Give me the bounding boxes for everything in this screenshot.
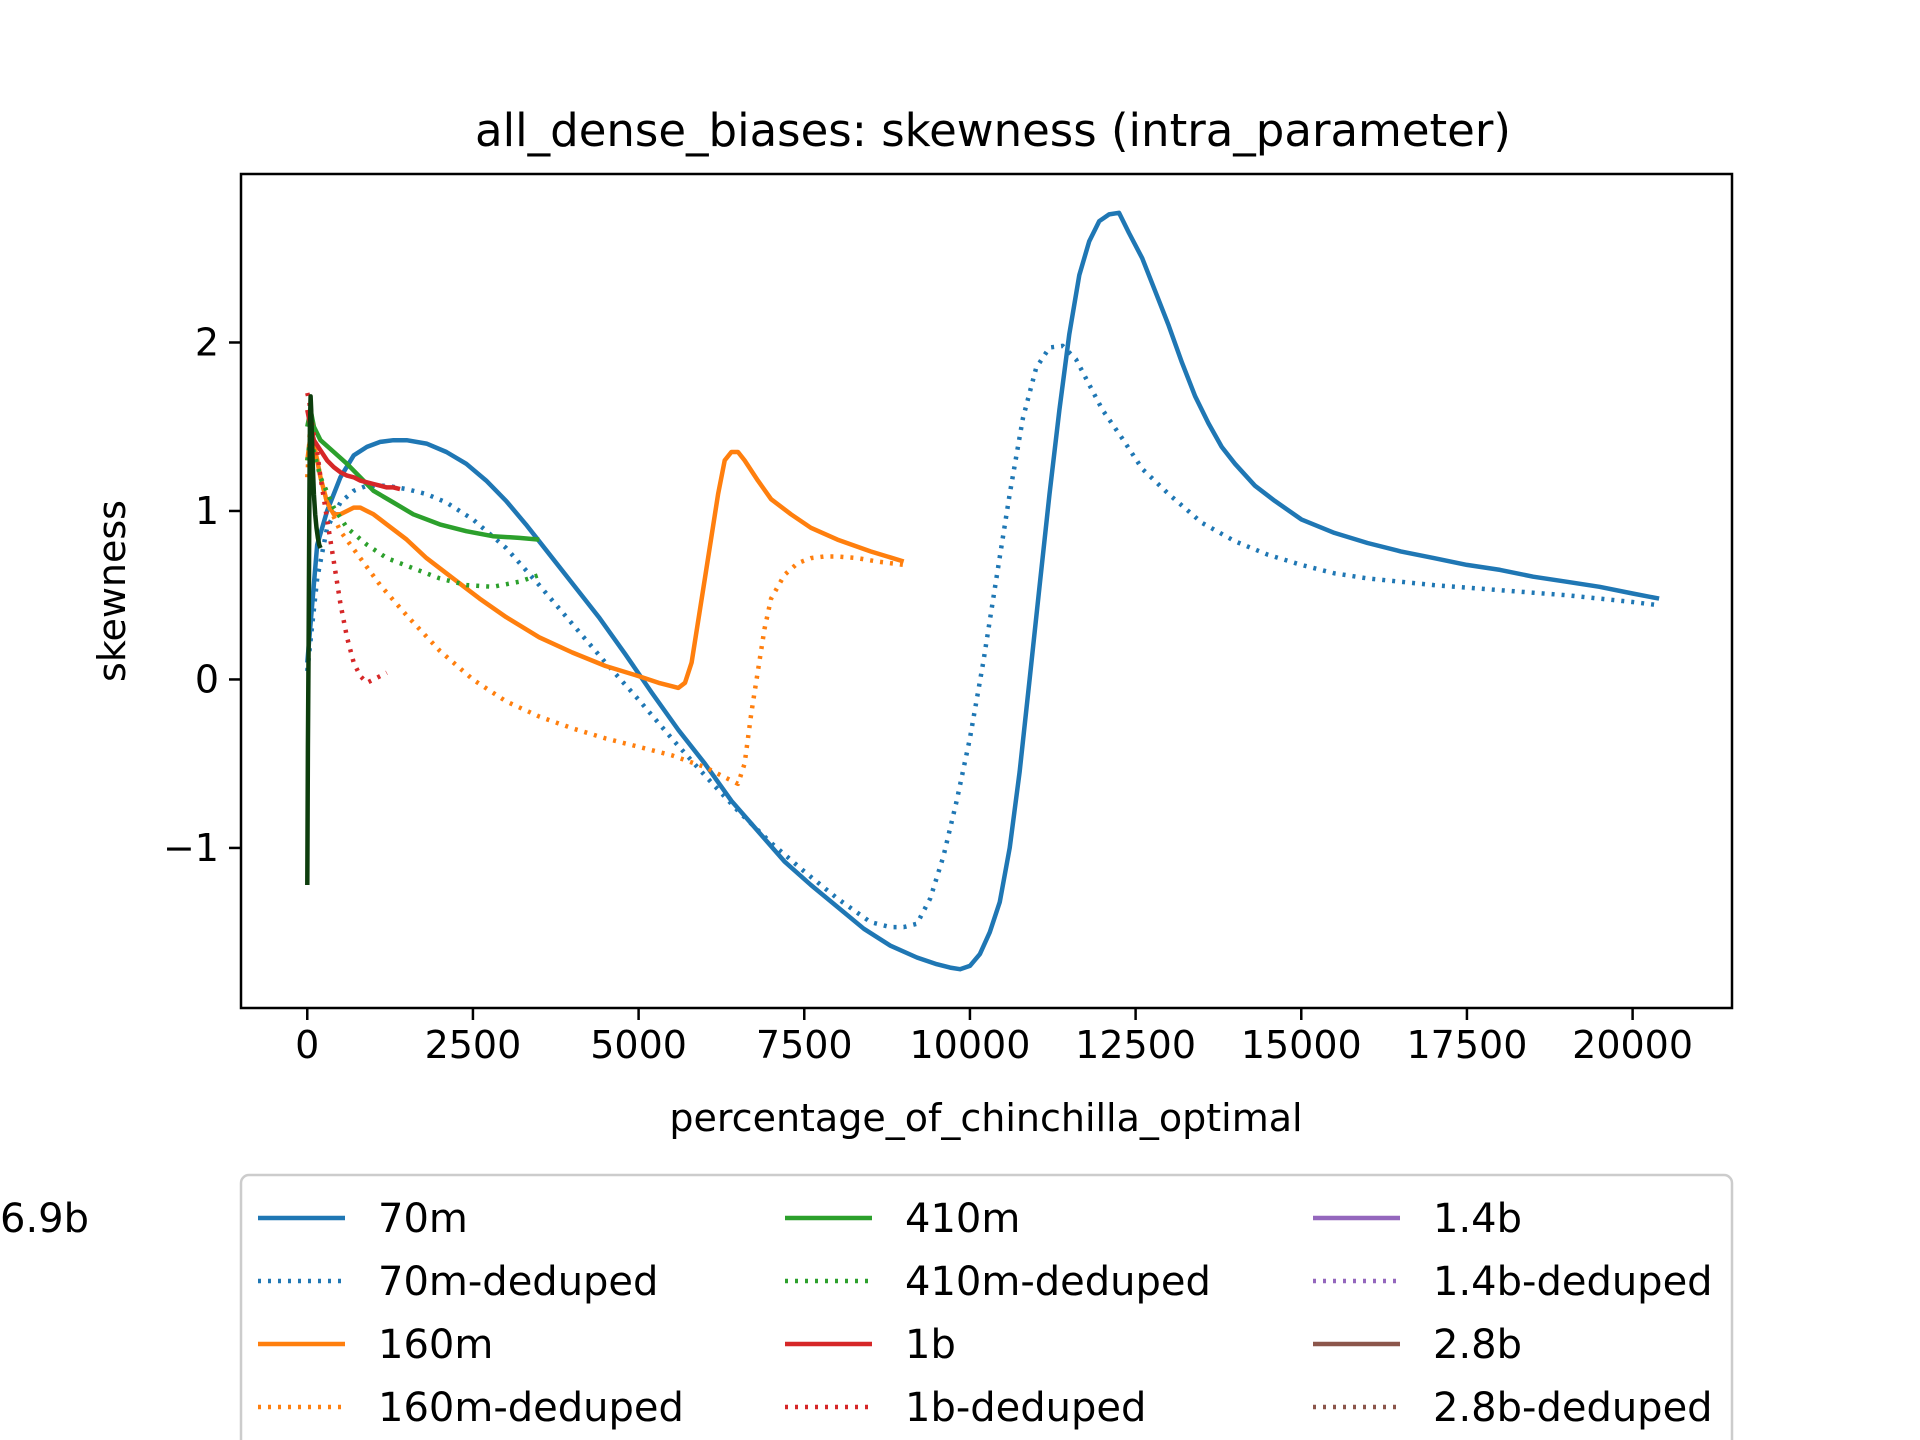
x-tick-label: 15000: [1241, 1023, 1362, 1067]
legend-frame: [239, 1173, 1734, 1440]
y-tick-label: 1: [195, 489, 219, 533]
series-line-1b-deduped: [305, 392, 388, 686]
x-tick-label: 12500: [1075, 1023, 1196, 1067]
x-tick-label: 0: [295, 1023, 319, 1067]
legend-label: 1b: [905, 1322, 956, 1368]
legend: 70m 70m-deduped 160m 160m-deduped 410m 410m-d…: [0, 1173, 1734, 1440]
legend-label: 6.9b: [0, 1196, 89, 1242]
plot-area: [305, 210, 1660, 972]
legend-label: 1b-deduped: [905, 1385, 1146, 1431]
y-tick-label: −1: [163, 826, 219, 870]
legend-label: 2.8b: [1433, 1322, 1522, 1368]
x-axis: 0 2500 5000 7500 10000 12500 15000 17500 20000: [295, 1008, 1693, 1067]
y-tick-label: 2: [195, 320, 219, 364]
series-line-410m-deduped: [305, 432, 540, 590]
legend-label: 70m: [378, 1196, 468, 1242]
plot-frame: [239, 172, 1734, 1010]
legend-label: 410m: [905, 1196, 1020, 1242]
y-axis: −1 0 1 2: [163, 320, 241, 870]
chart-title: all_dense_biases: skewness (intra_parame…: [475, 104, 1511, 157]
x-tick-label: 17500: [1406, 1023, 1527, 1067]
y-axis-label: skewness: [90, 500, 134, 682]
legend-label: 70m-deduped: [378, 1259, 658, 1305]
series-line-70m-deduped: [305, 343, 1660, 930]
x-tick-label: 20000: [1572, 1023, 1693, 1067]
legend-label: 1.4b: [1433, 1196, 1522, 1242]
series-line-70m: [305, 210, 1660, 972]
legend-label: 160m: [378, 1322, 493, 1368]
series-line-410m: [305, 407, 540, 542]
legend-label: 2.8b-deduped: [1433, 1385, 1713, 1431]
x-tick-label: 5000: [590, 1023, 687, 1067]
series-line-160m: [305, 432, 905, 691]
x-tick-label: 7500: [756, 1023, 853, 1067]
x-tick-label: 2500: [425, 1023, 522, 1067]
series-line-6.9b: [305, 394, 323, 886]
series-line-1b: [305, 409, 401, 492]
x-axis-label: percentage_of_chinchilla_optimal: [669, 1096, 1302, 1140]
legend-label: 160m-deduped: [378, 1385, 684, 1431]
legend-label: 1.4b-deduped: [1433, 1259, 1713, 1305]
x-tick-label: 10000: [909, 1023, 1030, 1067]
legend-label: 410m-deduped: [905, 1259, 1211, 1305]
series-line-160m-deduped: [305, 416, 904, 787]
y-tick-label: 0: [195, 657, 219, 701]
